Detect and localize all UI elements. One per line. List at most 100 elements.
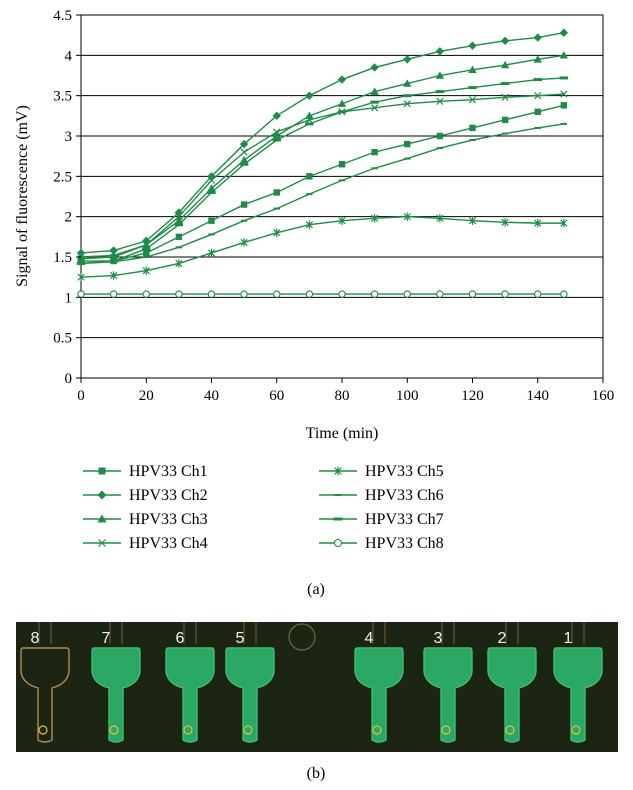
series-2 xyxy=(76,28,569,258)
data-point xyxy=(240,201,248,208)
well-label: 4 xyxy=(365,630,374,647)
chamber xyxy=(354,647,404,743)
data-point xyxy=(272,138,281,142)
series-7 xyxy=(76,76,569,265)
data-point xyxy=(338,290,346,298)
data-point xyxy=(338,161,346,168)
data-point xyxy=(533,55,542,63)
y-tick-label: 2.5 xyxy=(53,169,72,185)
chamber xyxy=(165,647,215,743)
legend-label: HPV33 Ch3 xyxy=(129,511,208,528)
series-line xyxy=(80,215,564,278)
y-axis-ticks: 0 0.5 1 1.5 2 2.5 3 3.5 4 4.5 xyxy=(53,8,81,387)
y-tick-label: 3.5 xyxy=(53,89,72,105)
data-point xyxy=(469,139,476,142)
data-point xyxy=(468,290,477,298)
outlet-ring xyxy=(372,725,382,735)
legend-label: HPV33 Ch1 xyxy=(129,463,208,480)
chamber xyxy=(225,647,275,743)
data-point xyxy=(109,290,118,298)
series-8 xyxy=(77,290,568,298)
series-line xyxy=(81,104,565,262)
series-4 xyxy=(77,90,568,263)
legend-label: HPV33 Ch8 xyxy=(365,535,444,552)
well-8: 8 xyxy=(20,622,70,743)
legend-item: HPV33 Ch4 xyxy=(83,535,208,552)
data-point xyxy=(337,99,347,107)
data-point xyxy=(403,94,412,98)
data-point xyxy=(501,93,509,101)
data-point xyxy=(175,290,183,298)
data-point xyxy=(305,122,314,126)
data-point xyxy=(207,190,216,194)
data-point xyxy=(306,173,313,180)
well-4: 4 xyxy=(354,622,404,743)
y-tick-label: 4.5 xyxy=(53,8,72,24)
data-point xyxy=(436,214,444,223)
legend-item: HPV33 Ch7 xyxy=(319,511,444,528)
data-point xyxy=(560,122,568,125)
data-point xyxy=(436,290,444,298)
x-tick-label: 140 xyxy=(527,388,550,404)
y-tick-label: 4 xyxy=(65,48,73,64)
data-point xyxy=(208,233,215,236)
well-2: 2 xyxy=(487,622,537,743)
caption-a: (a) xyxy=(307,581,325,598)
data-point xyxy=(560,102,568,109)
outlet-ring xyxy=(243,725,253,735)
data-point xyxy=(110,253,118,261)
series-1 xyxy=(77,102,568,265)
data-point xyxy=(436,132,444,140)
x-axis-label: Time (min) xyxy=(306,425,379,442)
well-label: 7 xyxy=(102,630,111,647)
data-point xyxy=(77,290,85,298)
legend-item: HPV33 Ch3 xyxy=(83,511,208,528)
data-point xyxy=(207,172,216,181)
x-tick-label: 20 xyxy=(139,388,154,404)
series-5 xyxy=(77,212,568,282)
bubble xyxy=(288,623,316,651)
data-point xyxy=(305,220,313,229)
data-point xyxy=(175,259,183,268)
data-point xyxy=(334,494,342,496)
data-point xyxy=(273,207,280,210)
data-point xyxy=(500,60,510,69)
data-point xyxy=(560,218,568,228)
data-point xyxy=(97,514,107,523)
legend-label: HPV33 Ch5 xyxy=(365,463,444,480)
data-point xyxy=(371,148,378,156)
chamber xyxy=(423,647,473,743)
data-point xyxy=(560,290,568,298)
data-point xyxy=(240,219,248,222)
data-point xyxy=(240,238,248,247)
series-line xyxy=(80,54,564,258)
data-point xyxy=(305,290,314,298)
x-tick-label: 100 xyxy=(396,388,419,404)
x-tick-label: 80 xyxy=(335,388,350,404)
well-label: 6 xyxy=(176,630,185,647)
data-point xyxy=(435,90,445,94)
series-line xyxy=(80,32,564,254)
data-point xyxy=(333,517,343,521)
chamber xyxy=(553,647,603,743)
data-point xyxy=(533,78,542,82)
data-point xyxy=(98,467,106,475)
data-point xyxy=(338,216,346,225)
series-layer xyxy=(76,28,569,298)
y-axis-label: Signal of fluorescence (mV) xyxy=(14,105,31,287)
data-point xyxy=(501,116,509,124)
data-point xyxy=(371,214,379,223)
data-point xyxy=(559,28,569,37)
data-point xyxy=(468,86,477,90)
data-point xyxy=(239,156,249,164)
chamber xyxy=(20,647,70,743)
legend: HPV33 Ch1 HPV33 Ch2 HPV33 Ch3 HPV33 Ch4 HPV3… xyxy=(83,463,444,552)
data-point xyxy=(468,41,477,50)
data-point xyxy=(272,131,281,140)
data-point xyxy=(436,147,444,150)
well-1: 1 xyxy=(553,622,603,743)
data-point xyxy=(273,189,280,196)
chip-photo: 8 7 6 5 4 3 2 1 xyxy=(16,622,618,752)
legend-label: HPV33 Ch7 xyxy=(365,511,444,528)
